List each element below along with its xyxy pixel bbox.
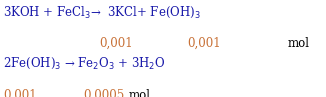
Text: 0,001: 0,001 <box>99 37 133 50</box>
Text: 3KOH + FeCl$_3$→  3KCl+ Fe(OH)$_3$: 3KOH + FeCl$_3$→ 3KCl+ Fe(OH)$_3$ <box>3 5 201 20</box>
Text: 0,001: 0,001 <box>3 89 37 97</box>
Text: 2Fe(OH)$_3$ → Fe$_2$O$_3$ + 3H$_2$O: 2Fe(OH)$_3$ → Fe$_2$O$_3$ + 3H$_2$O <box>3 56 165 71</box>
Text: 0,001: 0,001 <box>187 37 221 50</box>
Text: mol: mol <box>129 89 151 97</box>
Text: 0,0005: 0,0005 <box>83 89 125 97</box>
Text: mol: mol <box>287 37 309 50</box>
